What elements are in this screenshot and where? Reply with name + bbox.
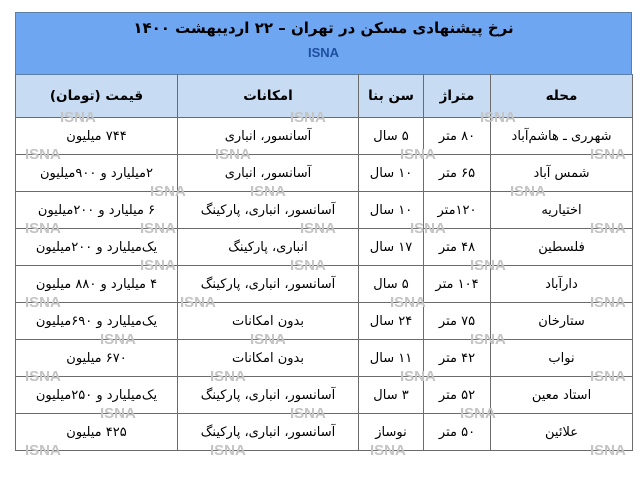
cell-facilities: آسانسور، انباری، پارکینگ [177,413,359,451]
price-table-container: نرخ پیشنهادی مسکن در تهران – ۲۲ اردیبهشت… [15,12,633,451]
header-neighborhood: محله [490,74,633,118]
header-age: سن بنا [358,74,424,118]
cell-facilities: بدون امکانات [177,339,359,377]
cell-neighborhood: دارآباد [490,265,633,303]
cell-price: ۴ میلیارد و ۸۸۰ میلیون [15,265,178,303]
cell-age: ۵ سال [358,117,424,155]
cell-area: ۴۸ متر [423,228,491,266]
cell-age: ۱۰ سال [358,154,424,192]
cell-age: ۱۰ سال [358,191,424,229]
cell-age: ۵ سال [358,265,424,303]
cell-price: ۶۷۰ میلیون [15,339,178,377]
cell-facilities: آسانسور، انباری، پارکینگ [177,265,359,303]
cell-age: ۱۷ سال [358,228,424,266]
cell-price: یک‌میلیارد و ۲۵۰میلیون [15,376,178,414]
cell-neighborhood: فلسطین [490,228,633,266]
cell-price: ۶ میلیارد و ۲۰۰میلیون [15,191,178,229]
housing-price-table: محله متراژ سن بنا امکانات قیمت (تومان) ش… [15,74,633,451]
cell-area: ۵۲ متر [423,376,491,414]
cell-neighborhood: استاد معین [490,376,633,414]
cell-area: ۱۲۰متر [423,191,491,229]
table-row: دارآباد ۱۰۴ متر ۵ سال آسانسور، انباری، پارک… [15,265,633,303]
table-row: اختیاریه ۱۲۰متر ۱۰ سال آسانسور، انباری، پار… [15,191,633,229]
table-row: علائین ۵۰ متر نوساز آسانسور، انباری، پارکین… [15,413,633,451]
cell-price: ۴۲۵ میلیون [15,413,178,451]
header-area: متراژ [423,74,491,118]
cell-neighborhood: نواب [490,339,633,377]
header-facilities: امکانات [177,74,359,118]
cell-neighborhood: علائین [490,413,633,451]
source-label: ISNA [307,45,340,60]
cell-age: نوساز [358,413,424,451]
cell-facilities: بدون امکانات [177,302,359,340]
table-row: استاد معین ۵۲ متر ۳ سال آسانسور، انباری، پا… [15,376,633,414]
table-row: شمس آباد ۶۵ متر ۱۰ سال آسانسور، انباری ۲میلی… [15,154,633,192]
header-row: محله متراژ سن بنا امکانات قیمت (تومان) [15,74,633,118]
cell-price: ۷۴۴ میلیون [15,117,178,155]
cell-area: ۸۰ متر [423,117,491,155]
cell-price: ۲میلیارد و ۹۰۰میلیون [15,154,178,192]
cell-area: ۴۲ متر [423,339,491,377]
cell-facilities: آسانسور، انباری [177,117,359,155]
cell-age: ۲۴ سال [358,302,424,340]
cell-age: ۱۱ سال [358,339,424,377]
cell-price: یک‌میلیارد و ۲۰۰میلیون [15,228,178,266]
header-price: قیمت (تومان) [15,74,178,118]
table-row: نواب ۴۲ متر ۱۱ سال بدون امکانات ۶۷۰ میلیون [15,339,633,377]
cell-facilities: آسانسور، انباری [177,154,359,192]
table-row: شهرری ـ هاشم‌آباد ۸۰ متر ۵ سال آسانسور، انب… [15,117,633,155]
cell-neighborhood: اختیاریه [490,191,633,229]
table-title: نرخ پیشنهادی مسکن در تهران – ۲۲ اردیبهشت… [133,19,514,37]
cell-neighborhood: شمس آباد [490,154,633,192]
cell-area: ۶۵ متر [423,154,491,192]
cell-area: ۷۵ متر [423,302,491,340]
title-banner: نرخ پیشنهادی مسکن در تهران – ۲۲ اردیبهشت… [15,12,632,74]
cell-area: ۵۰ متر [423,413,491,451]
cell-facilities: آسانسور، انباری، پارکینگ [177,376,359,414]
table-row: ستارخان ۷۵ متر ۲۴ سال بدون امکانات یک‌میلیار… [15,302,633,340]
table-row: فلسطین ۴۸ متر ۱۷ سال انباری، پارکینگ یک‌میلی… [15,228,633,266]
cell-neighborhood: شهرری ـ هاشم‌آباد [490,117,633,155]
cell-price: یک‌میلیارد و ۶۹۰میلیون [15,302,178,340]
cell-area: ۱۰۴ متر [423,265,491,303]
cell-age: ۳ سال [358,376,424,414]
cell-neighborhood: ستارخان [490,302,633,340]
cell-facilities: انباری، پارکینگ [177,228,359,266]
cell-facilities: آسانسور، انباری، پارکینگ [177,191,359,229]
